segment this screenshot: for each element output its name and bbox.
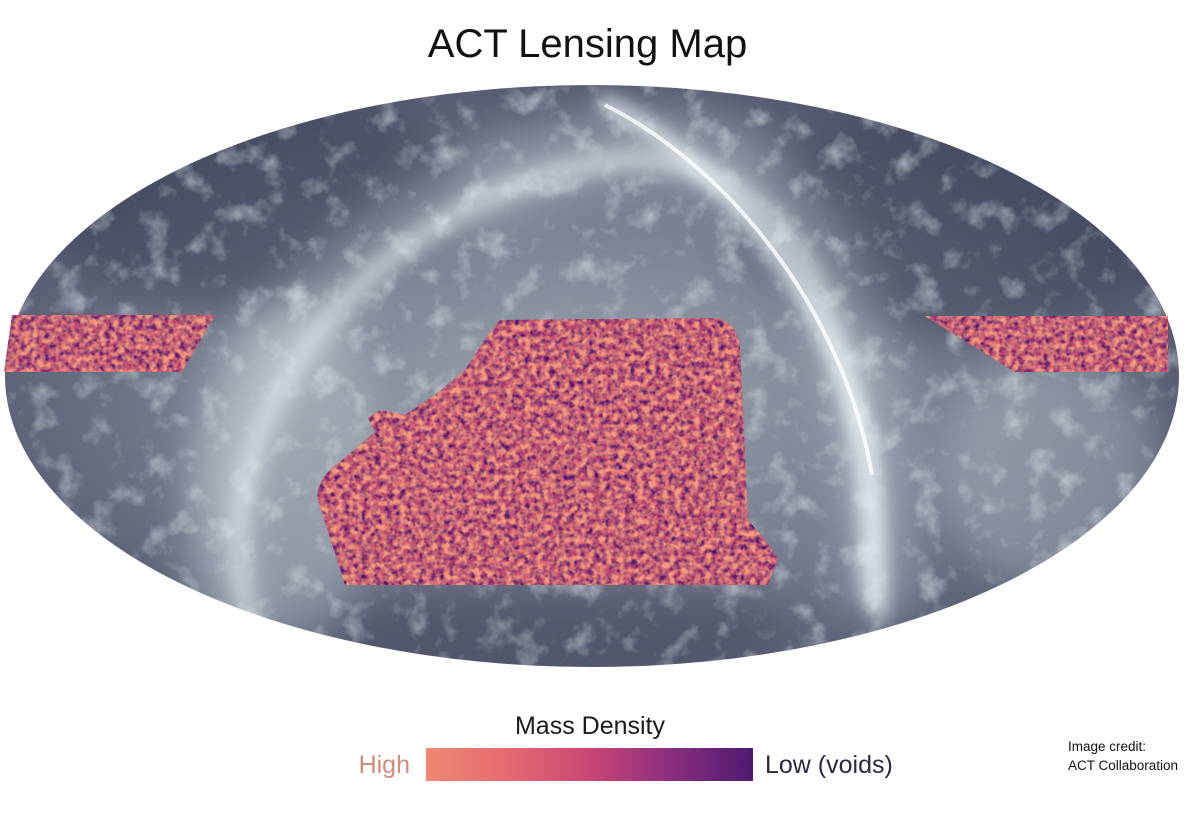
legend-title: Mass Density — [514, 712, 666, 740]
credit-line-2: ACT Collaboration — [1068, 758, 1179, 773]
image-credit: Image credit: ACT Collaboration — [1068, 737, 1200, 775]
map-title: ACT Lensing Map — [427, 22, 748, 66]
credit-line-1: Image credit: — [1068, 739, 1147, 754]
legend-colorbar — [426, 748, 753, 781]
sky-background — [5, 85, 1179, 667]
legend-low-label: Low (voids) — [765, 751, 893, 779]
legend-high-label: High — [358, 751, 410, 779]
sky-map — [4, 85, 1179, 667]
